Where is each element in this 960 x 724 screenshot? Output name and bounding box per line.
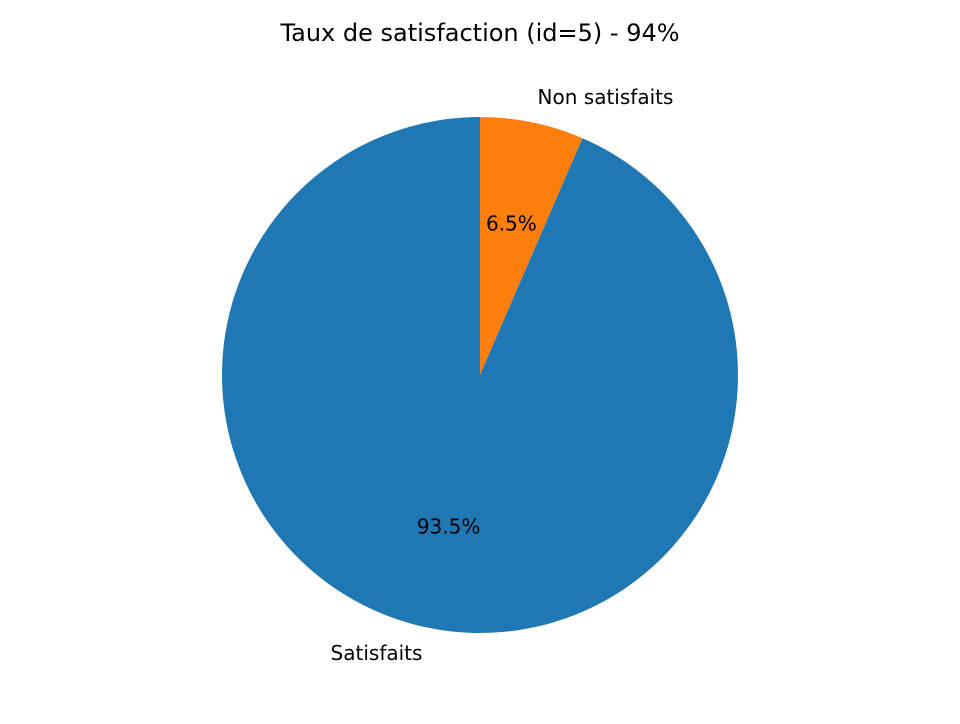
slice-percent-non-satisfaits: 6.5%: [486, 211, 537, 235]
slice-percent-satisfaits: 93.5%: [417, 515, 481, 539]
pie-labels: Non satisfaits 6.5% Satisfaits 93.5%: [331, 85, 674, 665]
slice-label-satisfaits: Satisfaits: [331, 641, 423, 665]
pie-slices: [221, 116, 738, 634]
pie-slice-non-satisfaits: [480, 117, 583, 375]
chart-title: Taux de satisfaction (id=5) - 94%: [279, 19, 679, 47]
pie-slice-satisfaits: [221, 116, 738, 634]
slice-label-non-satisfaits: Non satisfaits: [538, 85, 674, 109]
